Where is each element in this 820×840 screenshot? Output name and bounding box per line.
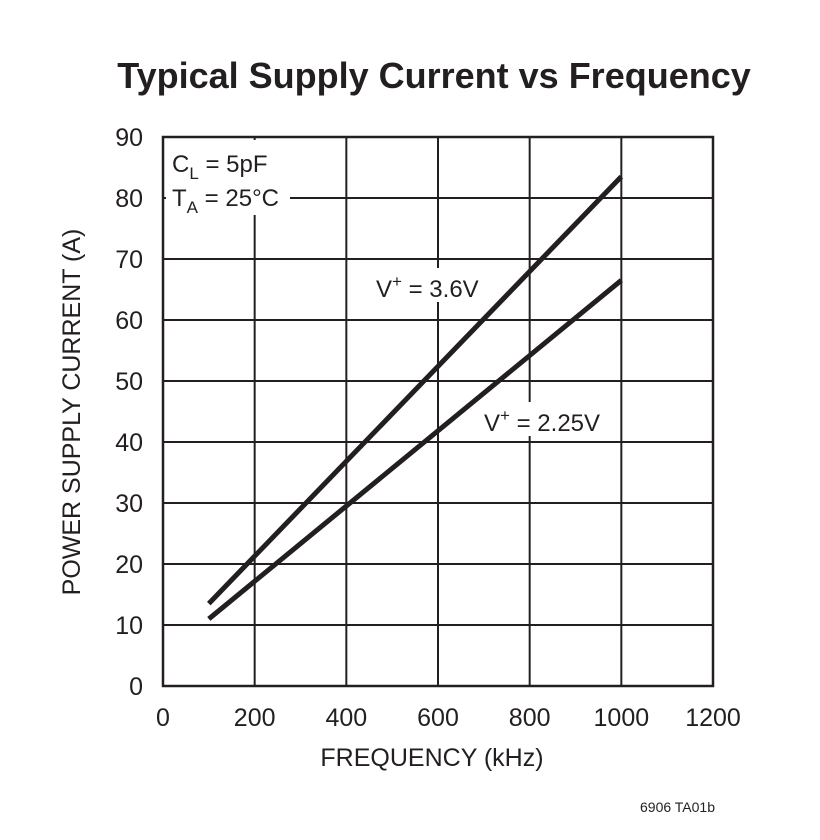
x-tick-label: 1000 xyxy=(594,704,650,732)
x-tick-label: 1200 xyxy=(685,704,741,732)
series-label-36v: V+ = 3.6V xyxy=(376,272,479,303)
grid xyxy=(163,137,713,686)
x-tick-label: 400 xyxy=(325,704,367,732)
x-tick-label: 200 xyxy=(234,704,276,732)
x-tick-label: 800 xyxy=(509,704,551,732)
condition-ta: TA = 25°C xyxy=(172,185,279,217)
condition-cl: CL = 5pF xyxy=(172,151,268,183)
series-group xyxy=(207,174,624,621)
y-tick-labels: 0 10 20 30 40 50 60 70 80 90 xyxy=(115,124,143,701)
series-label-225-backdrop xyxy=(480,402,612,436)
y-tick-label: 50 xyxy=(115,368,143,396)
y-tick-label: 30 xyxy=(115,490,143,518)
series-label-36-backdrop xyxy=(372,268,490,302)
y-tick-label: 80 xyxy=(115,185,143,213)
series-line-2.25v xyxy=(207,278,623,621)
y-tick-label: 0 xyxy=(129,673,143,701)
figure-code: 6906 TA01b xyxy=(640,799,715,815)
chart-title: Typical Supply Current vs Frequency xyxy=(117,55,751,96)
series-label-225v: V+ = 2.25V xyxy=(484,406,600,437)
y-tick-label: 90 xyxy=(115,124,143,152)
plot-frame xyxy=(161,135,715,688)
y-tick-label: 70 xyxy=(115,246,143,274)
y-tick-label: 60 xyxy=(115,307,143,335)
y-tick-label: 10 xyxy=(115,612,143,640)
series-line-3.6v xyxy=(207,174,624,606)
x-axis-label: FREQUENCY (kHz) xyxy=(320,744,543,772)
x-tick-label: 0 xyxy=(156,704,170,732)
x-tick-label: 600 xyxy=(417,704,459,732)
x-tick-labels: 0 200 400 600 800 1000 1200 xyxy=(156,704,741,732)
conditions-backdrop xyxy=(166,140,290,215)
y-tick-label: 20 xyxy=(115,551,143,579)
y-tick-label: 40 xyxy=(115,429,143,457)
y-axis-label: POWER SUPPLY CURRENT (A) xyxy=(58,229,86,596)
